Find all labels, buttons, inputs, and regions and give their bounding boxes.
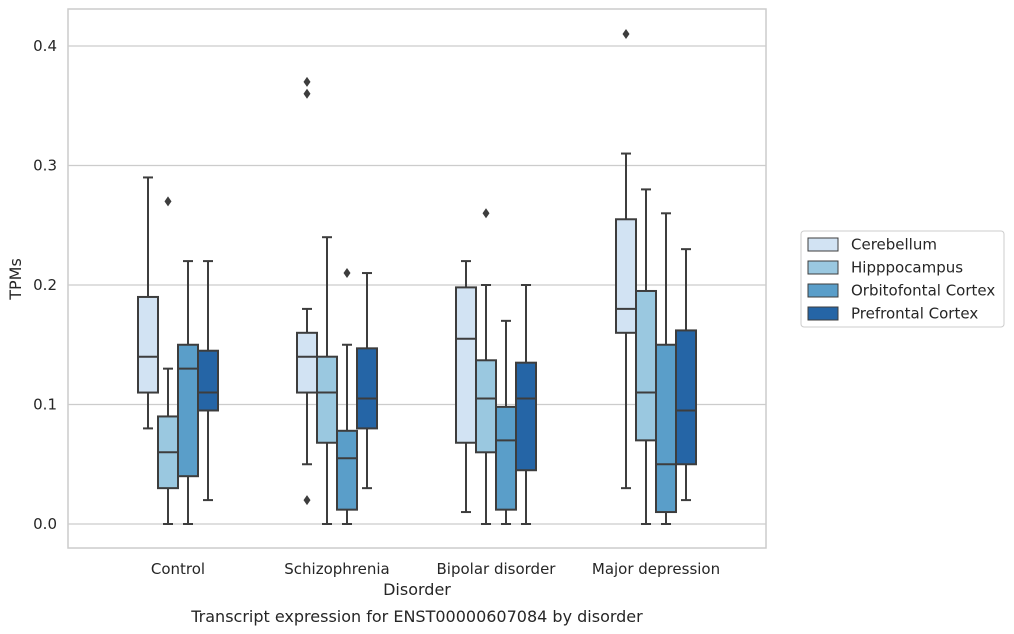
y-tick-label: 0.1 — [33, 396, 57, 414]
box-groups — [137, 29, 697, 525]
series-orbitofontal-cortex — [177, 212, 677, 525]
series-prefrontal-cortex — [197, 248, 697, 525]
legend-swatch — [807, 260, 839, 275]
x-tick-label: Major depression — [592, 560, 720, 578]
x-tick-label: Schizophrenia — [284, 560, 389, 578]
box-body — [137, 295, 159, 394]
y-tick-label: 0.4 — [33, 37, 57, 55]
box — [655, 212, 677, 525]
box — [197, 260, 219, 502]
y-tick-labels: 0.0 0.1 0.2 0.3 0.4 — [33, 37, 57, 533]
series-hipppocampus — [157, 188, 657, 525]
outlier-point — [622, 29, 630, 40]
outlier-point — [303, 76, 311, 87]
outlier-point — [303, 495, 311, 506]
outlier-point — [303, 88, 311, 99]
box-body — [655, 343, 677, 514]
legend: Cerebellum Hipppocampus Orbitofontal Corte… — [800, 230, 1005, 328]
box-body — [495, 405, 517, 511]
legend-frame — [800, 230, 1005, 328]
legend-label: Hipppocampus — [851, 259, 963, 277]
box-body — [356, 347, 378, 430]
box-body — [515, 361, 537, 472]
box — [515, 284, 537, 525]
box-body — [675, 329, 697, 466]
outlier-point — [164, 196, 172, 207]
box — [675, 248, 697, 502]
legend-label: Cerebellum — [851, 236, 937, 254]
x-tick-label: Control — [151, 560, 205, 578]
box — [157, 196, 179, 525]
chart-caption: Transcript expression for ENST0000060708… — [190, 607, 643, 626]
box-body — [296, 331, 318, 394]
box-body — [197, 349, 219, 412]
box-body — [336, 429, 358, 511]
outlier-point — [482, 208, 490, 219]
box — [635, 188, 657, 525]
box — [495, 319, 517, 525]
box — [455, 260, 477, 514]
legend-swatch — [807, 237, 839, 252]
x-tick-labels: Control Schizophrenia Bipolar disorder Majo… — [151, 560, 720, 578]
y-tick-label: 0.0 — [33, 515, 57, 533]
x-tick-label: Bipolar disorder — [437, 560, 557, 578]
box-body — [177, 343, 199, 478]
y-tick-label: 0.3 — [33, 157, 57, 175]
box — [177, 260, 199, 525]
box — [475, 208, 497, 525]
y-axis-label: TPMs — [6, 258, 25, 301]
box-body — [635, 289, 657, 442]
box-body — [475, 359, 497, 454]
legend-swatch — [807, 306, 839, 321]
box — [137, 176, 159, 430]
box — [615, 29, 637, 490]
box-body — [316, 355, 338, 444]
box — [336, 268, 358, 525]
legend-label: Prefrontal Cortex — [851, 305, 978, 323]
outlier-point — [343, 268, 351, 279]
x-axis-label: Disorder — [383, 580, 451, 599]
box — [316, 236, 338, 525]
legend-swatch — [807, 283, 839, 298]
y-tick-label: 0.2 — [33, 276, 57, 294]
plot-frame — [67, 8, 767, 549]
box-body — [455, 286, 477, 444]
legend-label: Orbitofontal Cortex — [851, 282, 995, 300]
box-body — [615, 218, 637, 334]
series-cerebellum — [137, 29, 637, 514]
box — [296, 76, 318, 506]
box — [356, 272, 378, 490]
